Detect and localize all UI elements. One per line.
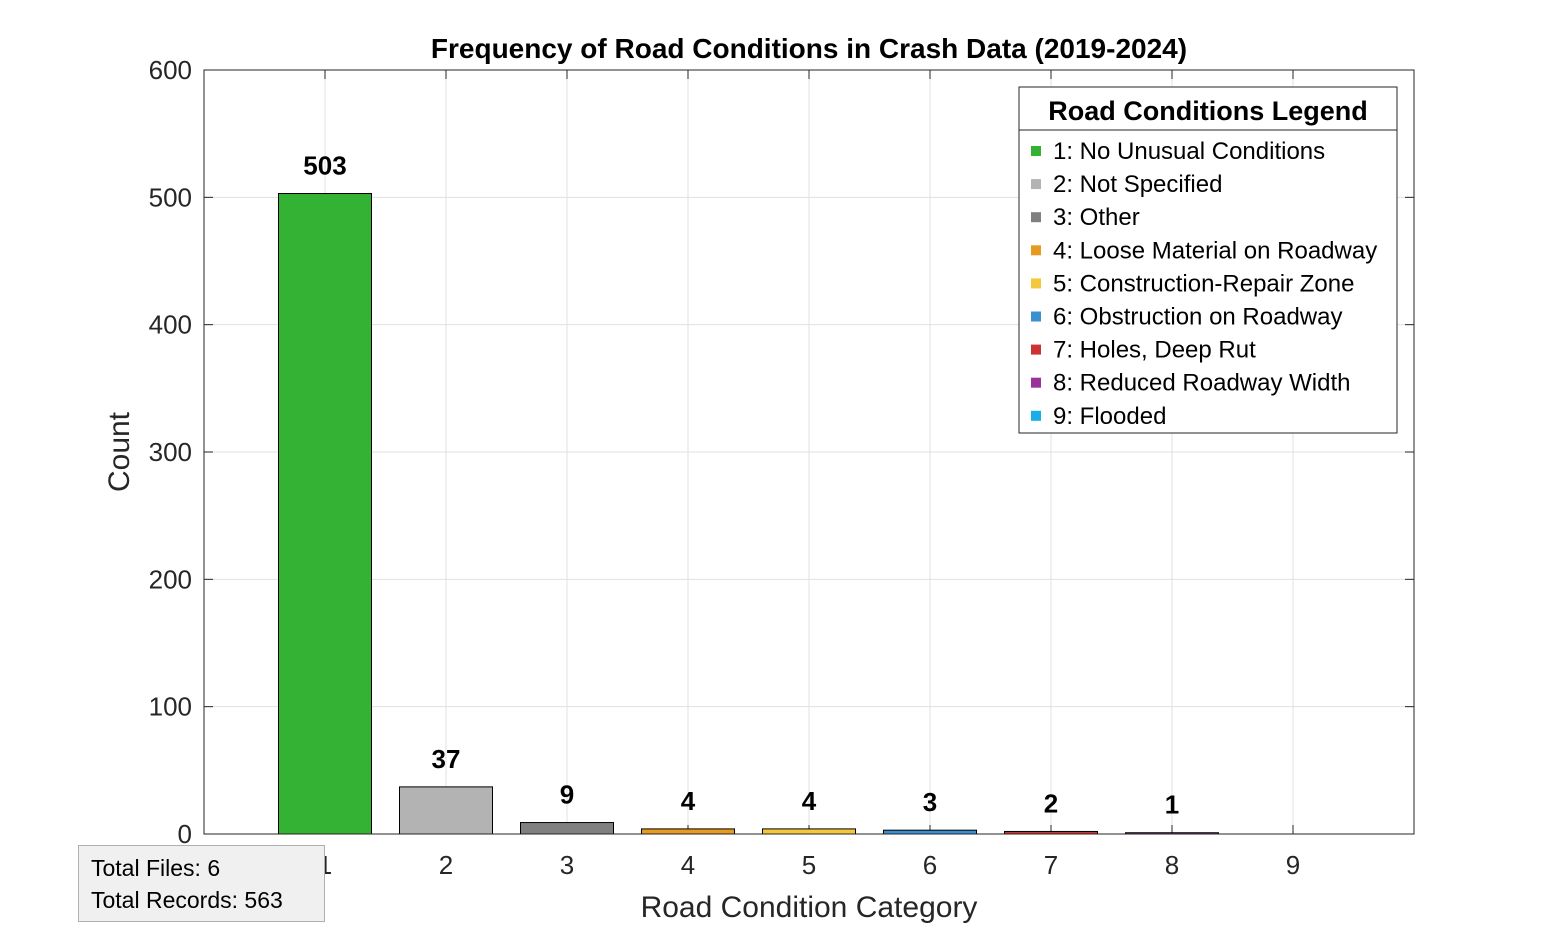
y-axis-label: Count <box>103 411 136 492</box>
bar-category-2 <box>400 787 493 834</box>
summary-info-box: Total Files: 6 Total Records: 563 <box>78 845 325 922</box>
y-tick-label: 300 <box>149 437 192 467</box>
x-tick-label: 3 <box>560 850 574 880</box>
bar-category-4 <box>642 829 735 834</box>
legend-entry-9: 9: Flooded <box>1053 403 1166 430</box>
legend-entry-6: 6: Obstruction on Roadway <box>1053 304 1343 331</box>
x-tick-label: 4 <box>681 850 695 880</box>
legend-swatch <box>1031 312 1041 322</box>
legend-swatch <box>1031 212 1041 222</box>
chart-title: Frequency of Road Conditions in Crash Da… <box>431 33 1187 64</box>
x-axis-label: Road Condition Category <box>641 891 978 924</box>
legend-swatch <box>1031 278 1041 288</box>
legend-entry-2: 2: Not Specified <box>1053 171 1222 198</box>
x-tick-label: 7 <box>1044 850 1058 880</box>
legend-entry-1: 1: No Unusual Conditions <box>1053 138 1325 165</box>
legend-entry-3: 3: Other <box>1053 204 1140 231</box>
legend-entry-4: 4: Loose Material on Roadway <box>1053 237 1377 264</box>
x-tick-label: 8 <box>1165 850 1179 880</box>
y-tick-label: 200 <box>149 564 192 594</box>
legend-entry-8: 8: Reduced Roadway Width <box>1053 370 1351 397</box>
y-tick-label: 400 <box>149 310 192 340</box>
total-records-text: Total Records: 563 <box>91 884 312 916</box>
legend-title: Road Conditions Legend <box>1048 96 1367 126</box>
data-label-category-3: 9 <box>560 780 574 810</box>
legend-swatch <box>1031 378 1041 388</box>
legend-swatch <box>1031 245 1041 255</box>
legend-entry-5: 5: Construction-Repair Zone <box>1053 270 1354 297</box>
data-label-category-5: 4 <box>802 786 817 816</box>
bar-category-1 <box>279 194 372 834</box>
x-tick-label: 2 <box>439 850 453 880</box>
data-label-category-4: 4 <box>681 786 696 816</box>
bar-category-3 <box>521 823 614 834</box>
legend: Road Conditions Legend 1: No Unusual Con… <box>1019 87 1397 433</box>
bar-category-5 <box>763 829 856 834</box>
bar-category-6 <box>884 830 977 834</box>
x-tick-label: 9 <box>1286 850 1300 880</box>
legend-swatch <box>1031 345 1041 355</box>
data-label-category-6: 3 <box>923 787 937 817</box>
y-tick-label: 500 <box>149 182 192 212</box>
y-tick-label: 100 <box>149 692 192 722</box>
y-tick-label: 600 <box>149 55 192 85</box>
legend-entry-7: 7: Holes, Deep Rut <box>1053 337 1256 364</box>
data-label-category-2: 37 <box>432 744 461 774</box>
x-tick-label: 6 <box>923 850 937 880</box>
data-label-category-7: 2 <box>1044 788 1058 818</box>
legend-swatch <box>1031 411 1041 421</box>
x-tick-label: 5 <box>802 850 816 880</box>
data-label-category-1: 503 <box>303 151 346 181</box>
total-files-text: Total Files: 6 <box>91 852 312 884</box>
legend-swatch <box>1031 146 1041 156</box>
data-label-category-8: 1 <box>1165 790 1179 820</box>
legend-swatch <box>1031 179 1041 189</box>
